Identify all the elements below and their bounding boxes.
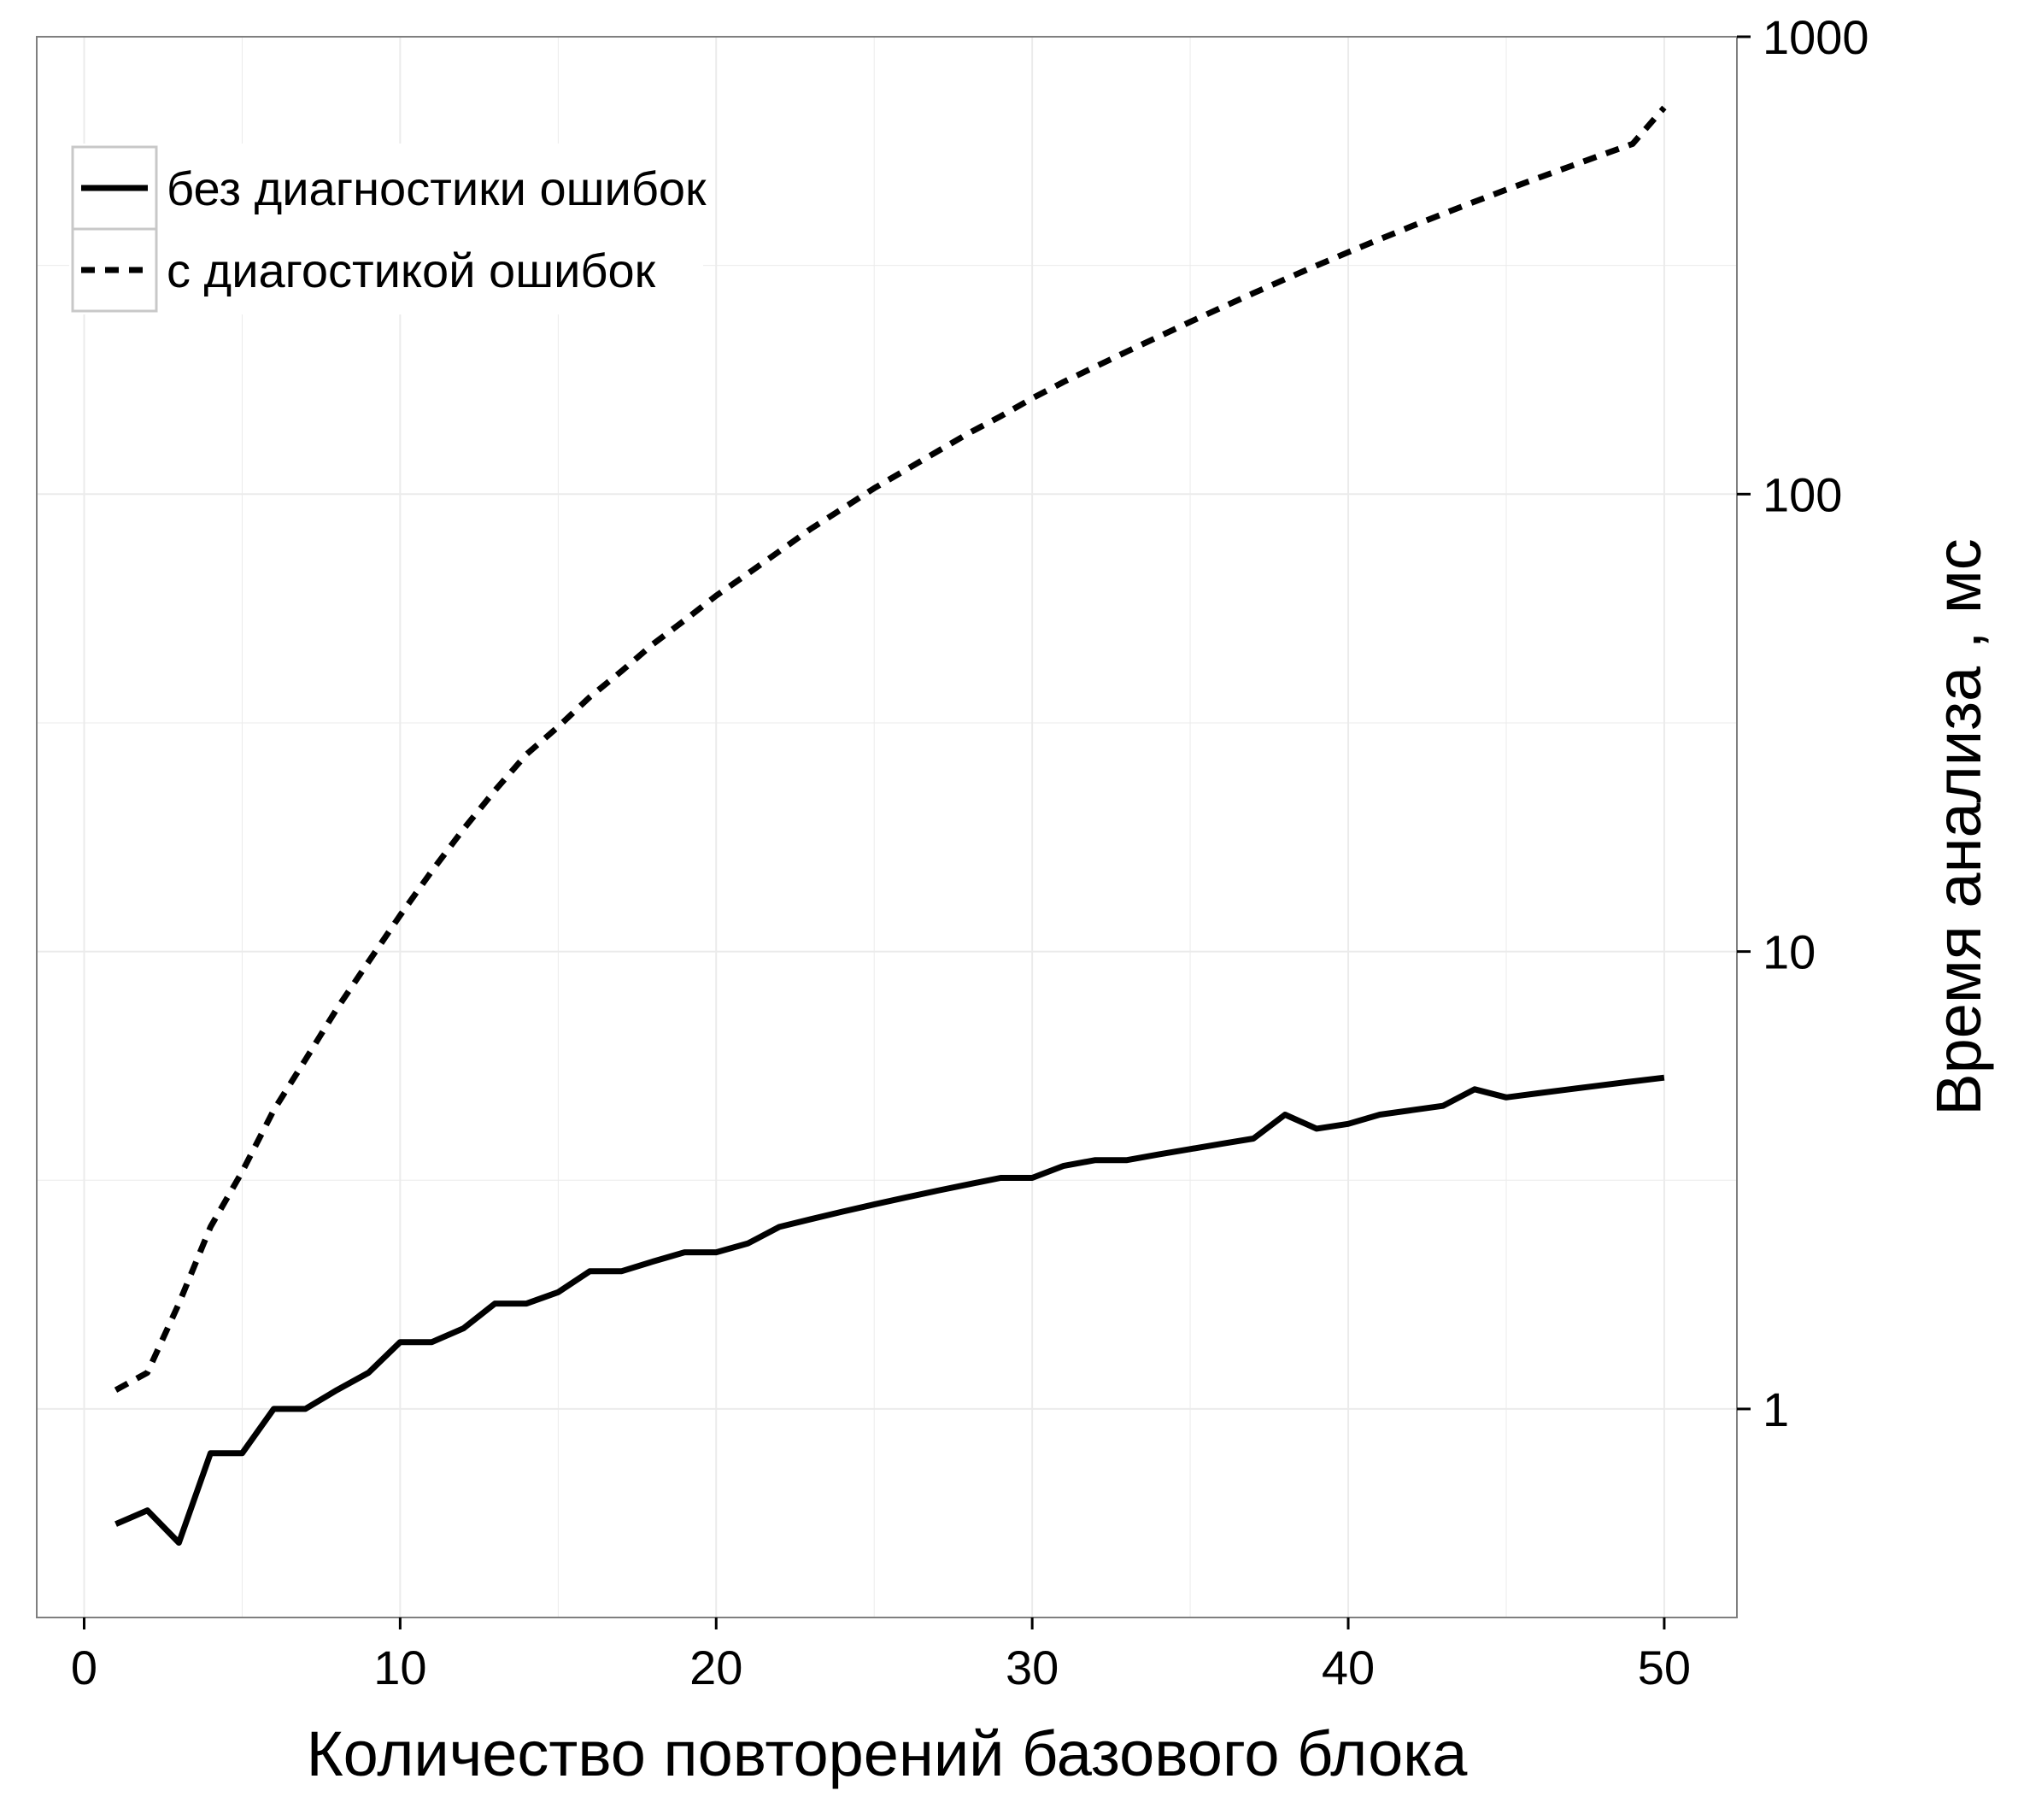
x-axis-title: Количество повторений базового блока	[307, 1718, 1469, 1789]
legend-background	[69, 144, 703, 314]
series-lines	[114, 105, 1667, 1546]
y-tick-label: 100	[1763, 467, 1842, 521]
axes: 0 10 20 30 40 50 1 10 100 1000	[71, 10, 1869, 1694]
y-tick-label: 1	[1763, 1383, 1789, 1436]
y-tick-label: 1000	[1763, 10, 1869, 64]
y-tick-label: 10	[1763, 925, 1816, 979]
series-line-1	[114, 1074, 1665, 1546]
y-axis-title: Время анализа , мс	[1923, 538, 1994, 1116]
legend: без диагностики ошибок с диагостикой ошиб…	[69, 144, 707, 314]
legend-label: без диагностики ошибок	[167, 161, 707, 215]
x-tick-label: 50	[1638, 1641, 1691, 1694]
x-tick-label: 40	[1322, 1641, 1375, 1694]
x-tick-label: 30	[1006, 1641, 1059, 1694]
series-line-2	[114, 105, 1667, 1393]
x-tick-label: 10	[373, 1641, 426, 1694]
x-tick-label: 20	[689, 1641, 742, 1694]
plot-panel-border	[36, 36, 1738, 1618]
legend-label: с диагостикой ошибок	[167, 244, 656, 297]
x-tick-label: 0	[71, 1641, 97, 1694]
